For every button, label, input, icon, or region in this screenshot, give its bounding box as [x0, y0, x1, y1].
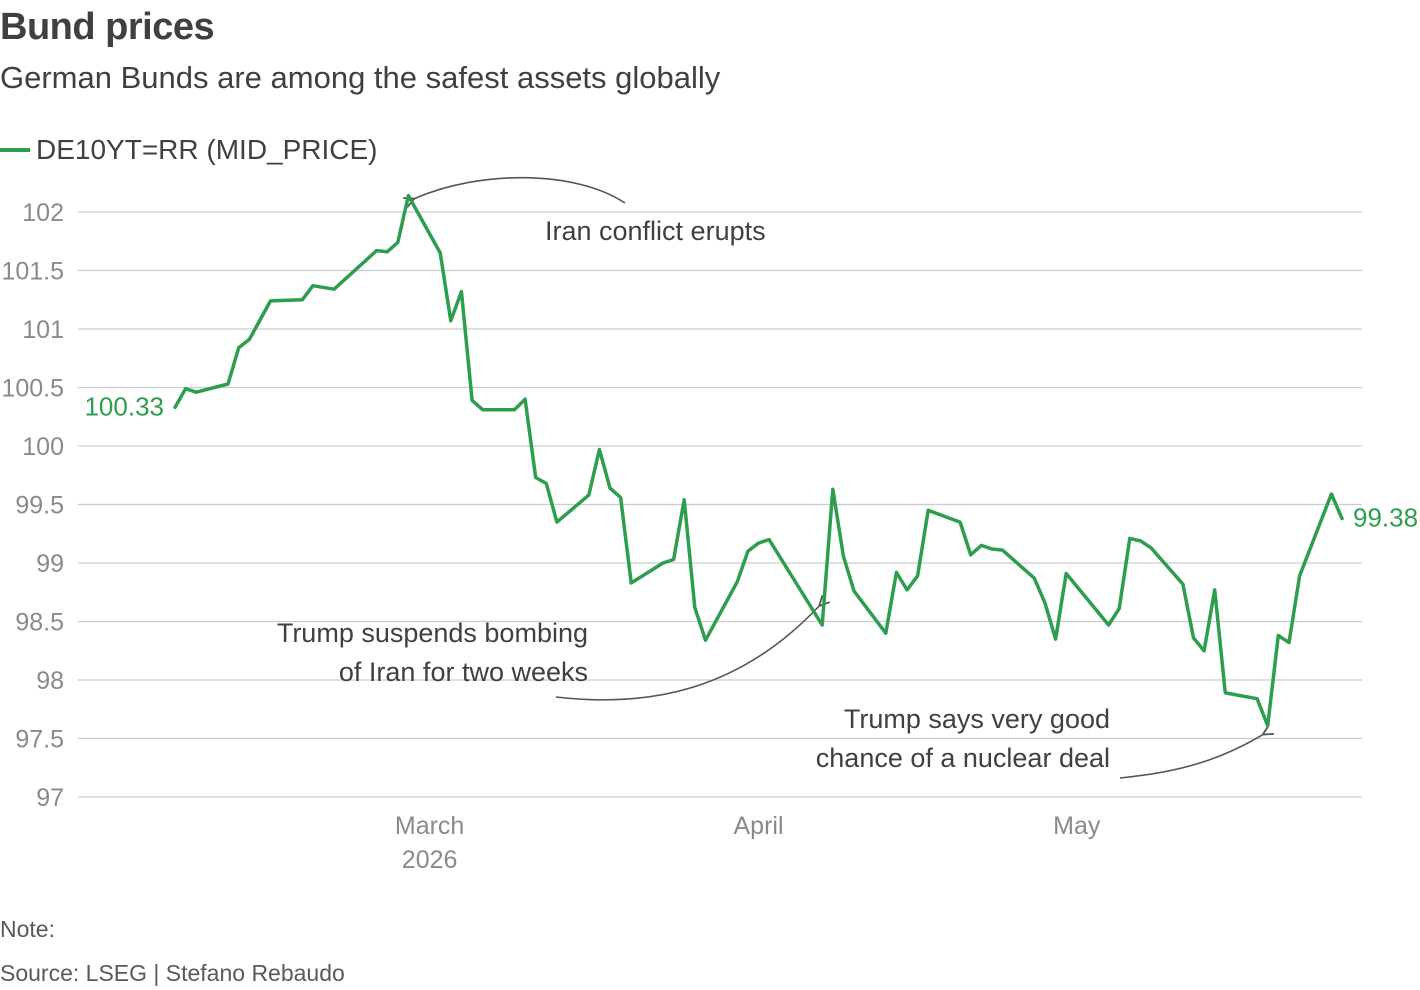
y-tick-label: 98.5	[15, 609, 64, 637]
chart-title: Bund prices	[0, 6, 215, 48]
annotation-text: Trump says very good	[844, 704, 1110, 734]
x-tick-label: March	[395, 812, 464, 840]
last-value-label: 99.38	[1353, 503, 1418, 533]
annotation-arrow	[1119, 735, 1263, 779]
x-tick-sublabel: 2026	[402, 846, 458, 874]
y-axis-ticks: 97 97.5 98 98.5 99 99.5 100 100.5 101 101.5 102	[1, 199, 64, 812]
annotation-arrow	[555, 606, 819, 701]
y-tick-label: 101	[22, 316, 64, 344]
first-value-label: 100.33	[84, 391, 164, 421]
y-tick-label: 102	[22, 199, 64, 227]
legend-swatch	[0, 148, 30, 152]
y-tick-label: 99	[36, 550, 64, 578]
series-line	[173, 193, 1344, 728]
x-tick-label: April	[733, 812, 783, 840]
chart-note: Note:	[0, 916, 55, 942]
line-chart: 97 97.5 98 98.5 99 99.5 100 100.5 101 101.5 102 Ma…	[1, 176, 1418, 874]
y-tick-label: 97.5	[15, 726, 64, 754]
annotation-text: of Iran for two weeks	[339, 657, 588, 687]
legend: DE10YT=RR (MID_PRICE)	[0, 134, 378, 166]
y-tick-label: 100.5	[1, 375, 64, 403]
grid-layer	[78, 211, 1362, 798]
x-axis-ticks: March 2026 April May	[395, 812, 1101, 874]
y-tick-label: 97	[36, 784, 64, 812]
annotation-text: Trump suspends bombing	[277, 618, 588, 648]
series-layer: 100.33 99.38	[84, 193, 1418, 728]
annotation-text: Iran conflict erupts	[545, 216, 766, 246]
y-tick-label: 101.5	[1, 258, 64, 286]
annotation-text: chance of a nuclear deal	[816, 743, 1110, 773]
chart-source: Source: LSEG | Stefano Rebaudo	[0, 960, 345, 986]
chart-subtitle: German Bunds are among the safest assets…	[0, 60, 721, 95]
legend-label: DE10YT=RR (MID_PRICE)	[36, 134, 378, 165]
y-tick-label: 100	[22, 433, 64, 461]
y-tick-label: 99.5	[15, 492, 64, 520]
annotations: Iran conflict erupts Trump suspends bombi…	[277, 176, 1263, 779]
x-tick-label: May	[1053, 812, 1101, 840]
annotation-arrow	[414, 176, 626, 203]
y-tick-label: 98	[36, 667, 64, 695]
